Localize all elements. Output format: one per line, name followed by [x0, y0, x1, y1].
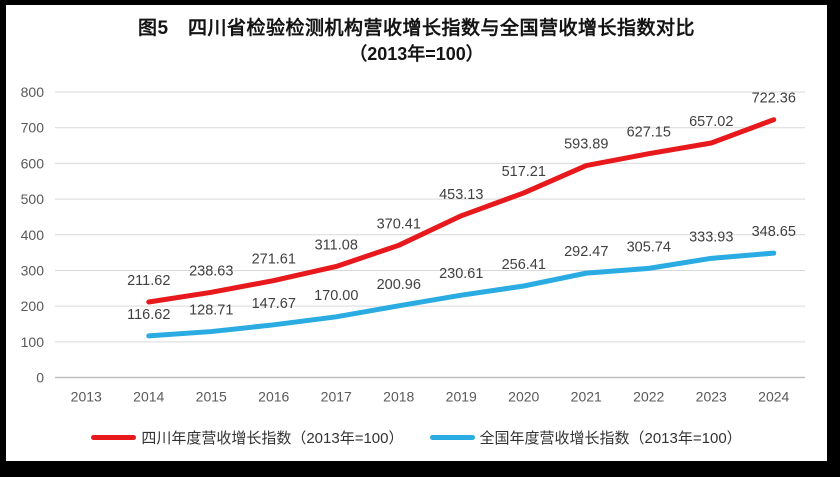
svg-text:211.62: 211.62	[127, 273, 170, 289]
legend-item-sichuan: 四川年度营收增长指数（2013年=100）	[91, 427, 404, 448]
legend-label-national: 全国年度营收增长指数（2013年=100）	[479, 429, 742, 447]
chart-legend: 四川年度营收增长指数（2013年=100） 全国年度营收增长指数（2013年=1…	[6, 425, 827, 449]
svg-text:292.47: 292.47	[564, 244, 608, 260]
svg-text:116.62: 116.62	[127, 307, 170, 323]
svg-text:300: 300	[21, 262, 45, 278]
chart-panel: 图5 四川省检验检测机构营收增长指数与全国营收增长指数对比 （2013年=100…	[6, 5, 827, 461]
svg-text:453.13: 453.13	[439, 187, 483, 203]
svg-text:200.96: 200.96	[377, 277, 421, 293]
svg-text:2019: 2019	[446, 389, 477, 405]
svg-text:333.93: 333.93	[689, 229, 733, 245]
svg-text:305.74: 305.74	[627, 239, 671, 255]
legend-label-sichuan: 四川年度营收增长指数（2013年=100）	[141, 429, 404, 447]
svg-text:657.02: 657.02	[689, 114, 733, 130]
svg-text:517.21: 517.21	[502, 164, 546, 180]
svg-text:2014: 2014	[133, 389, 164, 405]
svg-text:722.36: 722.36	[752, 91, 796, 107]
svg-text:0: 0	[36, 370, 44, 386]
svg-text:128.71: 128.71	[189, 303, 233, 319]
svg-text:2015: 2015	[196, 389, 227, 405]
svg-text:2021: 2021	[571, 389, 602, 405]
svg-text:800: 800	[21, 84, 45, 100]
svg-text:100: 100	[21, 334, 45, 350]
svg-text:147.67: 147.67	[252, 296, 296, 312]
svg-text:2022: 2022	[633, 389, 664, 405]
svg-text:238.63: 238.63	[189, 263, 233, 279]
line-chart: 0 100 200 300 400 500 600 700 800 2013 2014 2015 201…	[21, 84, 805, 405]
svg-text:311.08: 311.08	[315, 237, 358, 253]
svg-text:2016: 2016	[258, 389, 289, 405]
svg-text:627.15: 627.15	[627, 125, 671, 141]
svg-text:2024: 2024	[758, 389, 789, 405]
svg-text:256.41: 256.41	[502, 257, 546, 273]
national-line-swatch	[429, 434, 475, 440]
chart-title-block: 图5 四川省检验检测机构营收增长指数与全国营收增长指数对比 （2013年=100…	[6, 16, 827, 66]
svg-text:2023: 2023	[696, 389, 727, 405]
svg-text:271.61: 271.61	[252, 252, 296, 268]
sichuan-line-swatch	[91, 434, 137, 440]
svg-text:370.41: 370.41	[377, 216, 421, 232]
svg-text:200: 200	[21, 298, 45, 314]
svg-text:2020: 2020	[508, 389, 539, 405]
svg-text:500: 500	[21, 191, 45, 207]
svg-text:593.89: 593.89	[564, 137, 608, 153]
svg-text:2017: 2017	[321, 389, 352, 405]
svg-text:230.61: 230.61	[439, 266, 483, 282]
svg-text:700: 700	[21, 120, 45, 136]
legend-item-national: 全国年度营收增长指数（2013年=100）	[429, 427, 742, 448]
svg-text:2013: 2013	[71, 389, 102, 405]
chart-title: 图5 四川省检验检测机构营收增长指数与全国营收增长指数对比	[137, 18, 696, 39]
svg-text:600: 600	[21, 155, 45, 171]
svg-text:400: 400	[21, 227, 45, 243]
chart-subtitle: （2013年=100）	[349, 44, 484, 64]
svg-text:2018: 2018	[383, 389, 414, 405]
svg-text:170.00: 170.00	[314, 288, 358, 304]
svg-text:348.65: 348.65	[752, 224, 796, 240]
